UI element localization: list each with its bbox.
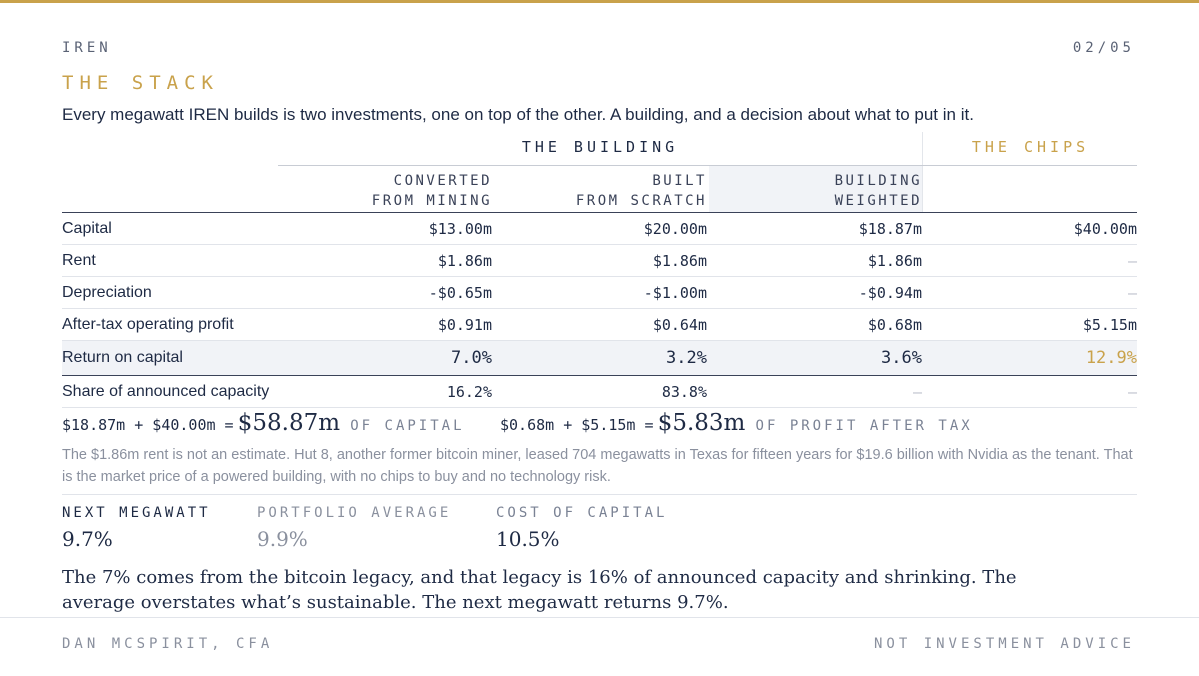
cell-chips: $40.00m [1073, 219, 1137, 238]
cell-built: $20.00m [643, 219, 707, 238]
cell-chips: $5.15m [1082, 315, 1137, 334]
cell-chips: — [1127, 283, 1137, 302]
footer-disclaimer: NOT INVESTMENT ADVICE [873, 636, 1135, 652]
cell-converted: 7.0% [451, 348, 492, 368]
capital-sum: $18.87m + $40.00m = $58.87m OF CAPITAL [62, 410, 465, 436]
table-row-rent: Rent $1.86m $1.86m $1.86m — [62, 244, 1137, 276]
row-label: Share of announced capacity [62, 382, 270, 400]
cell-converted: $0.91m [437, 315, 492, 334]
col-header-built: BUILT FROM SCRATCH [575, 173, 707, 209]
capital-caption: OF CAPITAL [350, 418, 465, 434]
table-row-profit: After-tax operating profit $0.91m $0.64m… [62, 308, 1137, 340]
cell-built: $1.86m [652, 251, 707, 270]
cell-weighted: — [912, 382, 922, 401]
profit-caption: OF PROFIT AFTER TAX [755, 418, 973, 434]
table-row-share: Share of announced capacity 16.2% 83.8% … [62, 376, 1137, 408]
cell-weighted: 3.6% [881, 348, 922, 368]
top-accent-bar [0, 0, 1199, 3]
brand-label: IREN [62, 40, 112, 56]
col-header-converted: CONVERTED FROM MINING [371, 173, 492, 209]
note-divider [62, 494, 1137, 495]
conclusion-text: The 7% comes from the bitcoin legacy, an… [62, 567, 1017, 613]
group-header-chips: THE CHIPS [971, 138, 1090, 156]
intro-text: Every megawatt IREN builds is two invest… [62, 105, 974, 124]
cell-converted: 16.2% [446, 382, 492, 401]
kpi-label-next-megawatt: NEXT MEGAWATT [62, 505, 211, 521]
cell-built: -$1.00m [643, 283, 707, 302]
row-label: Depreciation [62, 283, 152, 301]
footer-divider [0, 617, 1199, 618]
section-title: THE STACK [62, 72, 219, 94]
cell-chips: 12.9% [1085, 348, 1137, 368]
capital-expression: $18.87m + $40.00m = [62, 416, 234, 434]
cell-converted: -$0.65m [428, 283, 492, 302]
cell-built: $0.64m [652, 315, 707, 334]
kpi-label-portfolio-average: PORTFOLIO AVERAGE [257, 505, 452, 521]
group-header-rule [278, 165, 1137, 166]
cell-chips: — [1127, 382, 1137, 401]
cell-weighted: -$0.94m [858, 283, 922, 302]
profit-expression: $0.68m + $5.15m = [500, 416, 654, 434]
capital-total: $58.87m [237, 410, 341, 436]
table-row-capital: Capital $13.00m $20.00m $18.87m $40.00m [62, 212, 1137, 244]
kpi-value-portfolio-average: 9.9% [257, 527, 308, 551]
cell-built: 83.8% [661, 382, 707, 401]
col-header-weighted: BUILDING WEIGHTED [834, 173, 922, 209]
row-label: Rent [62, 251, 96, 269]
cell-converted: $1.86m [437, 251, 492, 270]
weighted-column-shade [709, 166, 922, 212]
group-header-building: THE BUILDING [521, 138, 679, 156]
table-row-depreciation: Depreciation -$0.65m -$1.00m -$0.94m — [62, 276, 1137, 308]
row-label: After-tax operating profit [62, 315, 234, 333]
kpi-value-next-megawatt: 9.7% [62, 527, 113, 551]
cell-chips: — [1127, 251, 1137, 270]
returns-table: Capital $13.00m $20.00m $18.87m $40.00m … [62, 212, 1137, 408]
row-label: Return on capital [62, 349, 183, 366]
row-label: Capital [62, 219, 112, 237]
footer-author: DAN MCSPIRIT, CFA [62, 636, 274, 652]
profit-sum: $0.68m + $5.15m = $5.83m OF PROFIT AFTER… [500, 410, 973, 436]
chips-divider [922, 132, 923, 212]
cell-converted: $13.00m [428, 219, 492, 238]
cell-weighted: $0.68m [867, 315, 922, 334]
page-number: 02/05 [1072, 40, 1135, 56]
rent-note: The $1.86m rent is not an estimate. Hut … [62, 447, 1133, 485]
kpi-value-cost-of-capital: 10.5% [496, 527, 560, 551]
cell-weighted: $18.87m [858, 219, 922, 238]
profit-total: $5.83m [657, 410, 746, 436]
cell-weighted: $1.86m [867, 251, 922, 270]
table-row-return-on-capital: Return on capital 7.0% 3.2% 3.6% 12.9% [62, 340, 1137, 376]
cell-built: 3.2% [666, 348, 707, 368]
kpi-label-cost-of-capital: COST OF CAPITAL [496, 505, 668, 521]
